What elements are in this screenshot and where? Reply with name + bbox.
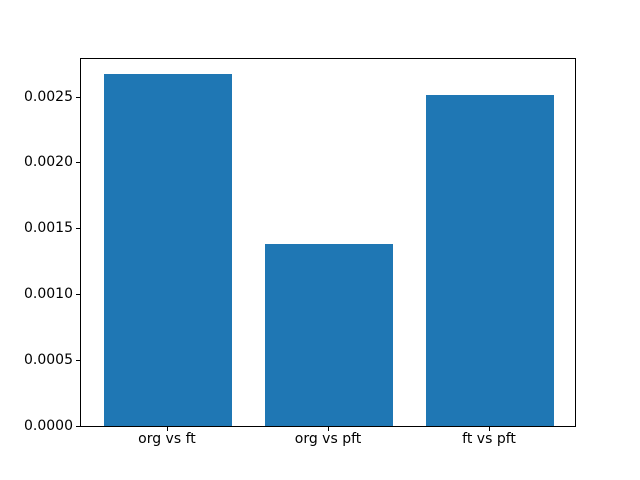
y-axis-tick bbox=[76, 426, 80, 427]
bar bbox=[103, 74, 233, 426]
x-tick-label: org vs ft bbox=[138, 431, 196, 447]
x-axis-tick bbox=[328, 427, 329, 431]
y-tick-label: 0.0025 bbox=[24, 88, 73, 105]
y-axis-tick bbox=[76, 360, 80, 362]
x-tick-label: ft vs pft bbox=[462, 431, 516, 447]
x-axis-tick bbox=[166, 427, 168, 431]
y-tick-label: 0.0000 bbox=[24, 418, 73, 434]
x-axis-tick bbox=[489, 427, 491, 431]
y-axis-tick bbox=[76, 96, 80, 98]
y-axis-tick bbox=[76, 294, 80, 296]
bar bbox=[425, 95, 555, 426]
x-tick-label: org vs pft bbox=[294, 431, 362, 447]
y-tick-label: 0.0015 bbox=[24, 220, 73, 237]
y-axis-tick bbox=[76, 228, 80, 230]
y-axis-tick bbox=[76, 162, 80, 164]
y-tick-label: 0.0020 bbox=[24, 154, 73, 171]
y-tick-label: 0.0010 bbox=[24, 286, 73, 303]
bar bbox=[264, 244, 394, 426]
axes bbox=[80, 58, 576, 427]
y-tick-label: 0.0005 bbox=[24, 352, 73, 369]
